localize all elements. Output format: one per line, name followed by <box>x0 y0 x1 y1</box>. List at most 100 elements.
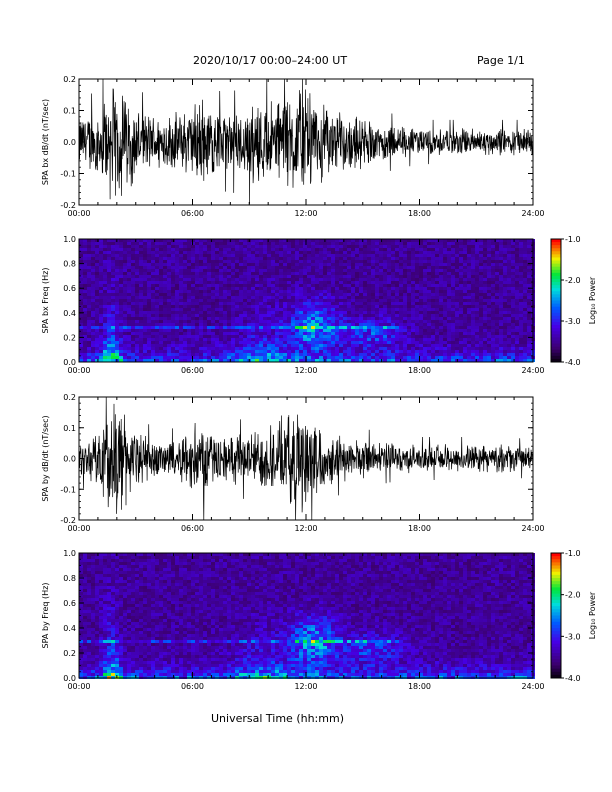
heatmap-cell <box>447 320 451 323</box>
heatmap-cell <box>315 359 319 362</box>
heatmap-cell <box>459 254 463 257</box>
heatmap-cell <box>443 323 447 326</box>
heatmap-cell <box>287 266 291 269</box>
heatmap-cell <box>283 314 287 317</box>
heatmap-cell <box>451 323 455 326</box>
heatmap-cell <box>315 323 319 326</box>
heatmap-cell <box>419 314 423 317</box>
heatmap-cell <box>219 350 223 353</box>
heatmap-cell <box>475 263 479 266</box>
heatmap-cell <box>127 290 131 293</box>
heatmap-cell <box>151 356 155 359</box>
heatmap-cell <box>143 263 147 266</box>
heatmap-cell <box>143 281 147 284</box>
heatmap-cell <box>431 278 435 281</box>
heatmap-cell <box>263 344 267 347</box>
heatmap-cell <box>219 281 223 284</box>
heatmap-cell <box>483 239 487 242</box>
heatmap-cell <box>215 323 219 326</box>
heatmap-cell <box>175 254 179 257</box>
heatmap-cell <box>407 254 411 257</box>
heatmap-cell <box>327 290 331 293</box>
heatmap-cell <box>443 254 447 257</box>
heatmap-cell <box>195 320 199 323</box>
heatmap-cell <box>207 254 211 257</box>
heatmap-cell <box>319 335 323 338</box>
heatmap-cell <box>415 287 419 290</box>
heatmap-cell <box>463 329 467 332</box>
heatmap-cell <box>491 347 495 350</box>
heatmap-cell <box>339 281 343 284</box>
heatmap-cell <box>83 248 87 251</box>
heatmap-cell <box>255 269 259 272</box>
heatmap-cell <box>519 341 523 344</box>
heatmap-cell <box>291 290 295 293</box>
heatmap-cell <box>359 299 363 302</box>
heatmap-cell <box>191 326 195 329</box>
heatmap-cell <box>435 341 439 344</box>
heatmap-cell <box>99 305 103 308</box>
heatmap-cell <box>243 287 247 290</box>
heatmap-cell <box>323 356 327 359</box>
heatmap-cell <box>403 350 407 353</box>
heatmap-cell <box>427 359 431 362</box>
heatmap-cell <box>83 359 87 362</box>
heatmap-cell <box>299 266 303 269</box>
heatmap-cell <box>323 278 327 281</box>
heatmap-cell <box>107 353 111 356</box>
heatmap-cell <box>151 263 155 266</box>
heatmap-cell <box>455 299 459 302</box>
heatmap-cell <box>435 320 439 323</box>
heatmap-cell <box>187 323 191 326</box>
heatmap-cell <box>355 329 359 332</box>
heatmap-cell <box>431 287 435 290</box>
heatmap-cell <box>215 353 219 356</box>
heatmap-cell <box>339 269 343 272</box>
heatmap-cell <box>179 344 183 347</box>
heatmap-cell <box>95 308 99 311</box>
heatmap-cell <box>443 335 447 338</box>
heatmap-cell <box>111 317 115 320</box>
heatmap-cell <box>491 251 495 254</box>
heatmap-cell <box>203 305 207 308</box>
heatmap-cell <box>275 326 279 329</box>
heatmap-cell <box>243 296 247 299</box>
heatmap-cell <box>327 302 331 305</box>
heatmap-cell <box>207 332 211 335</box>
heatmap-cell <box>479 353 483 356</box>
heatmap-cell <box>523 332 527 335</box>
heatmap-cell <box>355 332 359 335</box>
heatmap-cell <box>479 278 483 281</box>
heatmap-cell <box>99 278 103 281</box>
heatmap-cell <box>527 359 531 362</box>
x-tick-label: 12:00 <box>294 366 317 375</box>
heatmap-cell <box>447 323 451 326</box>
heatmap-cell <box>307 257 311 260</box>
heatmap-cell <box>407 341 411 344</box>
heatmap-cell <box>79 350 83 353</box>
heatmap-cell <box>147 338 151 341</box>
heatmap-cell <box>495 257 499 260</box>
heatmap-cell <box>83 323 87 326</box>
heatmap-cell <box>163 320 167 323</box>
heatmap-cell <box>519 296 523 299</box>
heatmap-cell <box>235 323 239 326</box>
heatmap-cell <box>231 239 235 242</box>
heatmap-cell <box>467 320 471 323</box>
heatmap-cell <box>415 251 419 254</box>
heatmap-cell <box>515 263 519 266</box>
heatmap-cell <box>375 275 379 278</box>
heatmap-cell <box>143 266 147 269</box>
heatmap-cell <box>463 269 467 272</box>
heatmap-cell <box>463 350 467 353</box>
heatmap-cell <box>131 281 135 284</box>
heatmap-cell <box>223 245 227 248</box>
heatmap-cell <box>215 320 219 323</box>
heatmap-cell <box>491 257 495 260</box>
heatmap-cell <box>83 275 87 278</box>
heatmap-cell <box>451 353 455 356</box>
heatmap-cell <box>135 281 139 284</box>
heatmap-cell <box>403 284 407 287</box>
heatmap-cell <box>483 350 487 353</box>
heatmap-cell <box>107 293 111 296</box>
